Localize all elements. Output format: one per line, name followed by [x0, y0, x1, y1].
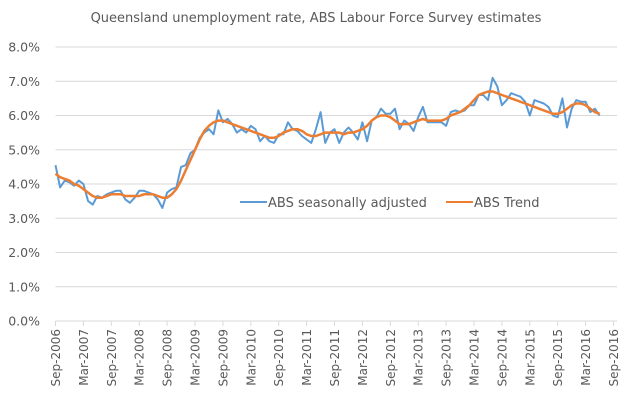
x-tick-label: Sep-2011	[328, 329, 342, 387]
x-tick-label: Mar-2013	[412, 329, 426, 386]
y-tick-label: 6.0%	[8, 108, 40, 123]
y-tick-label: 0.0%	[8, 314, 40, 329]
legend-label: ABS Trend	[474, 196, 540, 211]
x-tick-label: Mar-2016	[579, 329, 593, 386]
legend-label: ABS seasonally adjusted	[268, 196, 427, 211]
x-tick-label: Sep-2015	[551, 329, 565, 387]
legend: ABS seasonally adjusted ABS Trend	[240, 196, 540, 211]
x-tick-label: Mar-2009	[189, 329, 203, 386]
x-axis: Sep-2006 Mar-2007 Sep-2007 Mar-2008 Sep-2008…	[49, 320, 621, 387]
x-tick-label: Mar-2011	[300, 329, 314, 386]
y-tick-label: 8.0%	[8, 40, 40, 55]
x-tick-label: Sep-2006	[49, 329, 63, 387]
y-axis-tick-labels: 0.0% 1.0% 2.0% 3.0% 4.0% 5.0% 6.0% 7.0% 8.0%	[8, 40, 40, 329]
series-seasonally-adjusted-line	[54, 76, 601, 209]
x-tick-label: Mar-2008	[133, 329, 147, 386]
y-tick-label: 4.0%	[8, 177, 40, 192]
x-tick-label: Sep-2012	[384, 329, 398, 387]
y-tick-label: 7.0%	[8, 74, 40, 89]
x-tick-label: Sep-2014	[495, 329, 509, 387]
x-tick-label: Sep-2009	[216, 329, 230, 387]
x-tick-label: Sep-2016	[607, 329, 621, 387]
x-tick-label: Sep-2013	[440, 329, 454, 387]
x-tick-label: Mar-2015	[523, 329, 537, 386]
x-tick-label: Mar-2012	[356, 329, 370, 386]
y-tick-label: 3.0%	[8, 211, 40, 226]
y-tick-label: 1.0%	[8, 279, 40, 294]
x-tick-label: Mar-2010	[244, 329, 258, 386]
series-trend-line	[54, 90, 601, 199]
y-tick-label: 2.0%	[8, 245, 40, 260]
y-tick-label: 5.0%	[8, 142, 40, 157]
chart-title: Queensland unemployment rate, ABS Labour…	[91, 11, 542, 26]
data-series	[54, 76, 601, 209]
x-tick-label: Sep-2010	[272, 329, 286, 387]
x-tick-label: Mar-2014	[468, 329, 482, 386]
gridlines	[55, 46, 617, 288]
x-tick-label: Sep-2007	[105, 329, 119, 387]
x-tick-label: Mar-2007	[77, 329, 91, 386]
x-tick-label: Sep-2008	[161, 329, 175, 387]
